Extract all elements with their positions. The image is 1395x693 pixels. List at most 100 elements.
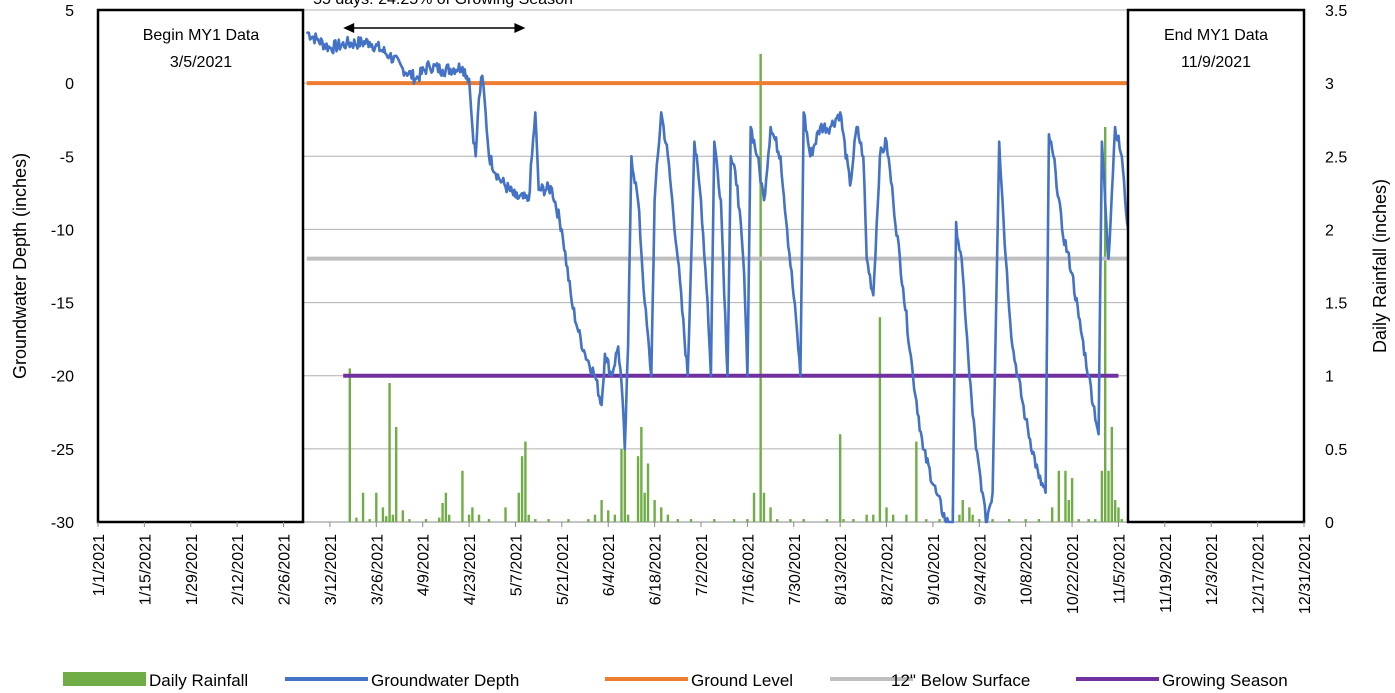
x-tick-label: 10/22/2021 (1065, 534, 1082, 614)
begin-box (96, 8, 305, 524)
legend-label-ground-level: Ground Level (691, 671, 793, 690)
end-label-line2: 11/9/2021 (1181, 54, 1251, 71)
rainfall-bar (991, 519, 994, 522)
rainfall-bar (1007, 519, 1011, 522)
rainfall-bar (825, 519, 829, 522)
y-right-tick-label: 3.5 (1325, 3, 1347, 20)
rainfall-bar (504, 507, 507, 522)
legend-swatch-rainfall (63, 672, 146, 686)
rainfall-bar (885, 507, 888, 522)
x-tick-label: 5/21/2021 (555, 534, 572, 605)
rainfall-bar (925, 519, 928, 522)
rainfall-bar (477, 514, 481, 522)
rainfall-bar (961, 500, 964, 522)
y-left-tick-label: -5 (60, 149, 74, 166)
y-left-tick-label: 0 (65, 76, 74, 93)
rainfall-bar (388, 383, 391, 522)
y-left-tick-label: -10 (51, 222, 74, 239)
reference-lines (306, 81, 1132, 378)
rainfall-bar (467, 514, 471, 522)
rainfall-bar (802, 519, 805, 522)
y-left-axis-title: Groundwater Depth (inches) (10, 153, 30, 379)
x-tick-label: 11/19/2021 (1158, 534, 1175, 613)
y-right-axis-title: Daily Rainfall (inches) (1370, 179, 1390, 353)
rainfall-bar (1110, 426, 1114, 522)
rainfall-bar (643, 492, 646, 522)
legend-label-growing: Growing Season (1162, 671, 1288, 690)
rainfall-bar (527, 514, 530, 522)
rainfall-bar (517, 492, 520, 522)
groundwater-line (305, 30, 1133, 524)
rainfall-bar (769, 507, 772, 522)
x-tick-label: 7/30/2021 (787, 534, 804, 605)
rainfall-bar (600, 500, 603, 522)
rainfall-bar (520, 456, 524, 522)
growing-season-note: 55 days: 24.25% of Growing Season (313, 0, 573, 8)
rainfall-bar (1067, 500, 1070, 522)
rainfall-bar (534, 519, 537, 522)
rainfall-bar (447, 514, 451, 522)
rainfall-bar (938, 519, 941, 522)
x-tick-label: 2/26/2021 (277, 534, 294, 605)
rainfall-bar (872, 514, 875, 522)
rainfall-bar (1117, 507, 1120, 522)
rainfall-bar (368, 519, 371, 522)
x-tick-label: 5/7/2021 (508, 534, 525, 596)
rainfall-bar (646, 463, 650, 522)
x-tick-label: 1/15/2021 (137, 534, 154, 605)
rainfall-bar (1087, 519, 1090, 522)
rainfall-bar (613, 514, 617, 522)
rainfall-bar (1104, 127, 1107, 523)
rainfall-bar (607, 510, 610, 522)
y-left-ticks: 5 0 -5 -10 -15 -20 -25 -30 (51, 3, 74, 532)
x-tick-label: 4/23/2021 (462, 534, 479, 605)
y-right-tick-label: 2 (1325, 222, 1334, 239)
rainfall-bar (567, 519, 570, 522)
end-box (1126, 8, 1306, 524)
y-right-tick-label: 0.5 (1325, 442, 1347, 459)
rainfall-bar (401, 510, 405, 522)
rainfall-bar (891, 514, 895, 522)
y-left-tick-label: -30 (51, 515, 74, 532)
rainfall-bar (385, 516, 388, 522)
legend-label-rainfall: Daily Rainfall (149, 671, 248, 690)
rainfall-bar (915, 441, 918, 522)
rainfall-bar (789, 519, 792, 522)
rainfall-bar (375, 492, 378, 522)
rainfall-bar (461, 470, 464, 522)
rainfall-bars (348, 53, 1306, 523)
rainfall-bar (759, 53, 762, 523)
rainfall-bar (1100, 470, 1104, 522)
rainfall-bar (487, 519, 491, 522)
rainfall-bar (394, 426, 398, 522)
rainfall-bar (746, 519, 749, 522)
x-tick-label: 12/3/2021 (1204, 534, 1221, 605)
rainfall-bar (865, 514, 868, 522)
y-right-tick-label: 0 (1325, 515, 1334, 532)
rainfall-bar (978, 519, 981, 522)
legend-label-12in: 12" Below Surface (891, 671, 1030, 690)
y-left-tick-label: -20 (51, 369, 74, 386)
x-tick-label: 1/1/2021 (91, 534, 108, 596)
y-left-tick-label: 5 (65, 3, 74, 20)
rainfall-bar (438, 517, 441, 522)
rainfall-bar (381, 507, 385, 522)
rainfall-bar (1094, 519, 1097, 522)
x-tick-label: 6/4/2021 (601, 534, 618, 596)
rainfall-bar (524, 441, 527, 522)
rainfall-bar (878, 317, 882, 522)
rainfall-bar (623, 426, 626, 522)
x-tick-label: 8/27/2021 (880, 534, 897, 605)
arrow-head-left (343, 23, 355, 33)
x-tick-label: 12/31/2021 (1297, 534, 1314, 614)
y-right-tick-label: 2.5 (1325, 149, 1347, 166)
rainfall-bar (424, 519, 428, 522)
x-tick-label: 9/10/2021 (926, 534, 943, 605)
rainfall-bar (1107, 470, 1110, 522)
groundwater-layer (305, 30, 1133, 524)
x-ticks: 1/1/2021 1/15/2021 1/29/2021 2/12/2021 2/26/… (91, 522, 1314, 614)
x-tick-label: 1/29/2021 (184, 534, 201, 605)
rainfall-bar (842, 519, 845, 522)
y-right-tick-label: 1 (1325, 369, 1334, 386)
rainfall-bar (1070, 478, 1074, 522)
